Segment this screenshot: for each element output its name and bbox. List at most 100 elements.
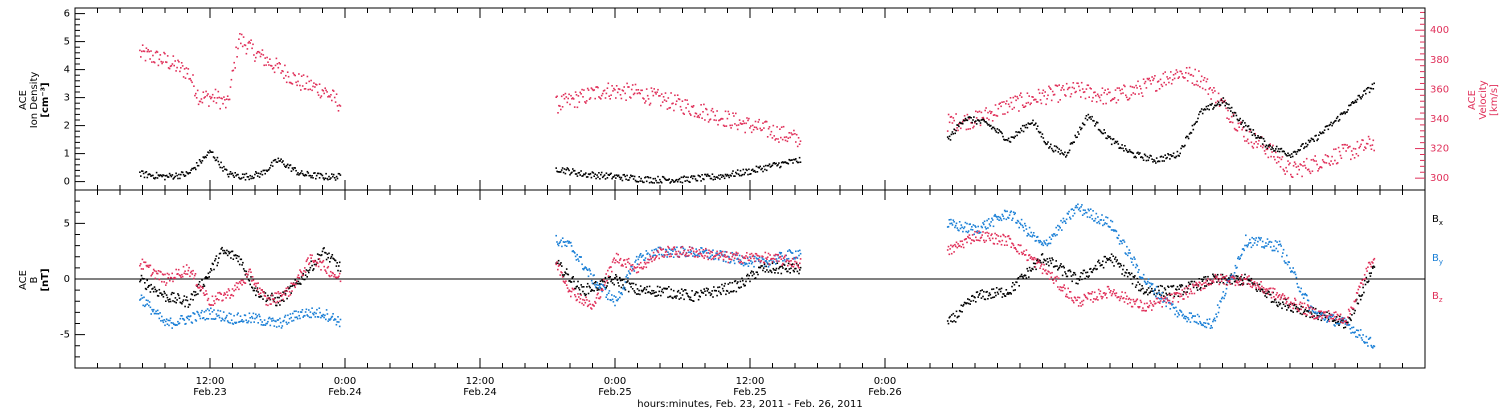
data-point — [152, 308, 155, 311]
data-point — [1110, 99, 1113, 101]
data-point — [213, 309, 215, 311]
data-point — [774, 269, 777, 271]
data-point — [1131, 305, 1134, 308]
data-point — [229, 251, 231, 254]
data-point — [208, 151, 210, 154]
data-point — [657, 175, 659, 178]
data-point — [1290, 310, 1293, 312]
data-point — [308, 309, 310, 311]
data-point — [1359, 298, 1362, 301]
data-point — [594, 284, 596, 286]
data-point — [297, 274, 300, 276]
data-point — [969, 303, 971, 305]
data-point — [658, 95, 660, 97]
data-point — [758, 260, 760, 262]
data-point — [725, 260, 727, 263]
data-point — [1040, 241, 1042, 243]
data-point — [313, 172, 315, 174]
data-point — [979, 124, 982, 127]
density-tick-label: 2 — [64, 121, 70, 132]
data-point — [230, 257, 232, 259]
data-point — [748, 259, 750, 262]
data-point — [205, 90, 207, 93]
data-point — [590, 279, 593, 282]
data-point — [1305, 167, 1307, 169]
data-point — [1267, 156, 1270, 159]
data-point — [337, 316, 339, 318]
data-point — [600, 173, 602, 176]
data-point — [969, 223, 971, 225]
data-point — [985, 291, 987, 293]
data-point — [269, 167, 271, 169]
data-point — [1327, 320, 1329, 322]
data-point — [607, 282, 609, 284]
data-point — [169, 65, 172, 68]
data-point — [1066, 88, 1069, 91]
data-point — [593, 89, 595, 91]
data-point — [1042, 268, 1045, 270]
data-point — [162, 296, 165, 298]
data-point — [1263, 247, 1266, 249]
data-point — [1292, 151, 1295, 153]
data-point — [645, 266, 648, 269]
data-point — [171, 174, 174, 176]
data-point — [747, 173, 749, 176]
data-point — [626, 258, 628, 261]
data-point — [1159, 284, 1162, 287]
data-point — [1208, 318, 1211, 320]
data-point — [1284, 173, 1286, 175]
data-point — [1126, 269, 1128, 271]
data-point — [1214, 90, 1216, 92]
data-point — [628, 86, 630, 88]
data-point — [715, 254, 717, 256]
data-point — [1254, 132, 1256, 135]
data-point — [192, 74, 194, 76]
data-point — [710, 293, 713, 295]
data-point — [686, 99, 688, 101]
data-point — [656, 91, 658, 93]
data-point — [560, 95, 563, 98]
data-point — [1244, 140, 1246, 142]
data-point — [1249, 238, 1251, 241]
data-point — [612, 259, 615, 261]
data-point — [637, 271, 640, 273]
data-point — [782, 125, 785, 128]
data-point — [1338, 324, 1340, 326]
data-point — [1153, 292, 1155, 295]
data-point — [1136, 87, 1138, 89]
data-point — [607, 173, 610, 176]
data-point — [1260, 136, 1262, 138]
data-point — [180, 173, 182, 176]
data-point — [753, 265, 755, 268]
data-point — [206, 299, 209, 302]
data-point — [1203, 77, 1206, 79]
data-point — [968, 298, 971, 301]
data-point — [1241, 279, 1244, 282]
data-point — [1021, 224, 1024, 227]
data-point — [632, 178, 635, 180]
data-point — [215, 313, 218, 315]
data-point — [1145, 87, 1148, 89]
data-point — [647, 258, 649, 261]
data-point — [190, 270, 193, 273]
data-point — [288, 164, 291, 167]
data-point — [1117, 143, 1120, 145]
data-point — [668, 255, 671, 258]
data-point — [304, 271, 307, 273]
data-point — [1237, 256, 1240, 258]
data-point — [1244, 122, 1246, 124]
data-point — [142, 172, 145, 175]
data-point — [614, 261, 616, 264]
data-point — [798, 267, 800, 269]
data-point — [314, 172, 316, 174]
data-point — [702, 249, 705, 251]
data-point — [168, 324, 170, 327]
data-point — [323, 265, 325, 268]
data-point — [222, 294, 225, 296]
data-point — [1342, 321, 1344, 323]
data-point — [557, 243, 559, 245]
data-point — [166, 55, 169, 57]
data-point — [151, 308, 153, 311]
data-point — [213, 300, 215, 302]
data-point — [966, 113, 969, 116]
